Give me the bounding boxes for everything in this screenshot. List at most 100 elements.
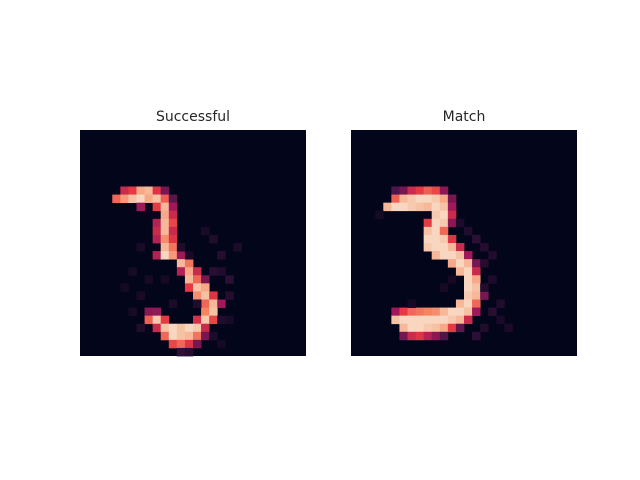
heatmap-cell (439, 331, 449, 341)
heatmap-cell (136, 202, 145, 212)
heatmap-cell (217, 251, 226, 260)
heatmap-cell (136, 194, 145, 204)
heatmap-cell (128, 186, 137, 195)
heatmap-cell (407, 323, 416, 333)
heatmap-cell (128, 307, 137, 317)
heatmap-cell (399, 331, 408, 341)
heatmap-cell (201, 307, 210, 317)
heatmap-cell (407, 299, 416, 308)
heatmap-cell (496, 299, 505, 308)
heatmap-cell (407, 186, 416, 195)
heatmap-cell (504, 323, 513, 333)
heatmap-cell (464, 299, 473, 308)
heatmap-cell (168, 251, 178, 260)
heatmap-cell (152, 234, 162, 244)
heatmap-cell (176, 259, 186, 268)
heatmap-cell (144, 186, 154, 195)
heatmap-cell (455, 307, 465, 317)
heatmap-cell (431, 251, 441, 260)
heatmap-cell (407, 202, 416, 212)
heatmap-cell (431, 218, 441, 228)
heatmap-cell (217, 315, 226, 325)
heatmap-cell (120, 283, 129, 292)
heatmap-cell (447, 234, 457, 244)
heatmap-cell (112, 194, 121, 204)
heatmap-cell (144, 275, 154, 284)
heatmap-cell (464, 275, 473, 284)
heatmap-cell (225, 315, 234, 325)
heatmap-cell (375, 210, 384, 220)
heatmap-cell (472, 234, 481, 244)
heatmap-cell (399, 186, 408, 195)
heatmap-cell (464, 251, 473, 260)
heatmap-cell (439, 251, 449, 260)
heatmap-cell (184, 323, 194, 333)
heatmap-cell (391, 194, 400, 204)
heatmap-cell (120, 194, 129, 204)
heatmap-cell (472, 331, 481, 341)
heatmap-cell (391, 202, 400, 212)
heatmap-cell (399, 194, 408, 204)
heatmap-cell (447, 202, 457, 212)
heatmap-cell (184, 347, 194, 357)
heatmap-cell (455, 323, 465, 333)
heatmap-cell (176, 267, 186, 276)
heatmap-cell (383, 202, 392, 212)
heatmap-cell (201, 291, 210, 300)
heatmap-cell (431, 307, 441, 317)
heatmap-cell (439, 186, 449, 195)
heatmap-cell (399, 323, 408, 333)
heatmap-cell (209, 299, 218, 308)
heatmap-cell (415, 202, 425, 212)
heatmap-cell (431, 234, 441, 244)
heatmap-cell (415, 331, 425, 341)
heatmap-cell (176, 339, 186, 349)
heatmap-cell (152, 323, 162, 333)
heatmap-cell (201, 331, 210, 341)
heatmap-cell (168, 210, 178, 220)
heatmap-cell (464, 291, 473, 300)
heatmap-cell (152, 202, 162, 212)
heatmap-cell (160, 323, 170, 333)
heatmap-cell (193, 267, 202, 276)
heatmap-cell (160, 331, 170, 341)
chart-title-match: Match (443, 109, 486, 125)
heatmap-cell (120, 186, 129, 195)
chart-title-successful: Successful (156, 109, 230, 125)
heatmap-cell (160, 315, 170, 325)
heatmap-cell (391, 307, 400, 317)
heatmap-cell (407, 331, 416, 341)
heatmap-cell (391, 186, 400, 195)
heatmap-cell (447, 210, 457, 220)
heatmap-cell (488, 251, 497, 260)
heatmap-cell (225, 291, 234, 300)
heatmap-cell (472, 291, 481, 300)
heatmap-cell (144, 307, 154, 317)
heatmap-cell (160, 251, 170, 260)
heatmap-cell (217, 339, 226, 349)
heatmap-cell (480, 323, 489, 333)
heatmap-cell (136, 291, 145, 300)
heatmap-cell (407, 194, 416, 204)
heatmap-cell (439, 202, 449, 212)
heatmap-cell (464, 267, 473, 276)
heatmap-image-successful (80, 130, 306, 357)
heatmap-cell (431, 243, 441, 252)
heatmap-cell (488, 275, 497, 284)
heatmap-cell (136, 243, 145, 252)
heatmap-cell (472, 283, 481, 292)
heatmap-cell (447, 243, 457, 252)
heatmap-cell (152, 251, 162, 260)
heatmap-cell (160, 234, 170, 244)
heatmap-cell (168, 243, 178, 252)
heatmap-cell (168, 194, 178, 204)
heatmap-cell (480, 291, 489, 300)
heatmap-cell (193, 339, 202, 349)
heatmap-cell (184, 267, 194, 276)
heatmap-cell (152, 315, 162, 325)
heatmap-cell (225, 275, 234, 284)
heatmap-cell (415, 194, 425, 204)
heatmap-cell (455, 299, 465, 308)
heatmap-cell (160, 218, 170, 228)
heatmap-cell (391, 315, 400, 325)
